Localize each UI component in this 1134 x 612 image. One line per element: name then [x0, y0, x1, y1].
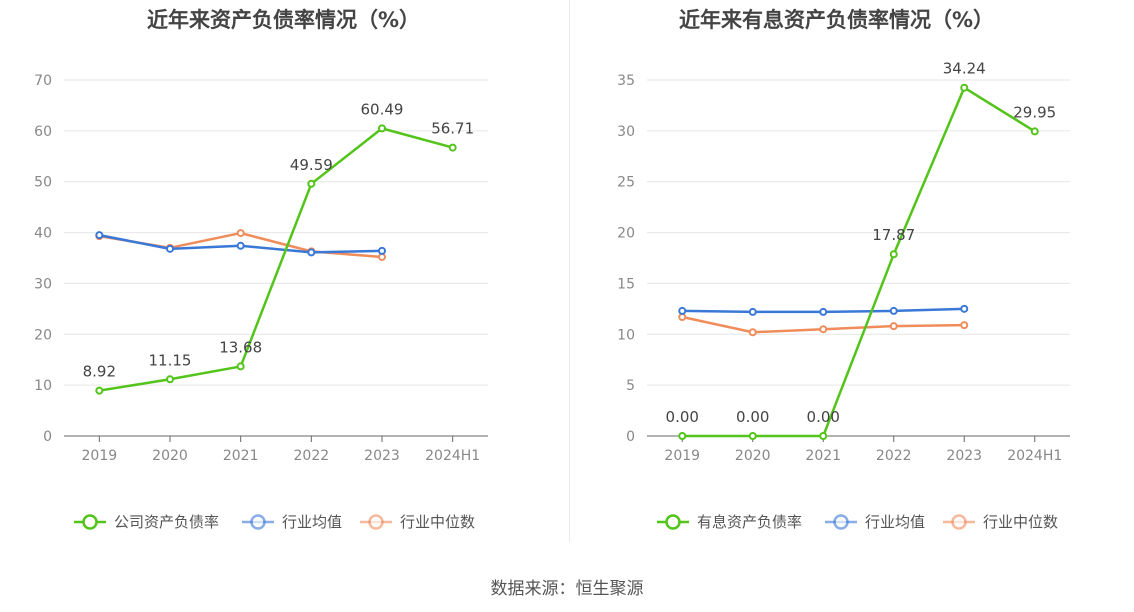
data-point	[889, 250, 898, 259]
legend-label: 行业均值	[865, 513, 925, 531]
x-tick-label: 2024H1	[425, 448, 480, 464]
data-label: 8.92	[83, 363, 116, 381]
chart-panel-right: 近年来有息资产负债率情况（%） 0 5 10 15 20 25 30 35 2019 2020 20…	[567, 0, 1134, 560]
chart-svg-debt-ratio: 0 10 20 30 40 50 60 70 2019 2020 2021 2022 2023 2024H…	[34, 73, 488, 531]
y-tick-label: 15	[617, 276, 635, 292]
chart-title: 近年来资产负债率情况（%）	[146, 8, 421, 32]
data-point	[166, 375, 174, 384]
data-point	[960, 83, 969, 92]
y-tick-label: 0	[43, 429, 52, 445]
legend-marker	[833, 514, 849, 530]
legend-marker	[951, 514, 967, 530]
data-point	[748, 328, 757, 337]
data-point	[236, 229, 245, 238]
data-label: 34.24	[943, 60, 986, 78]
y-tick-label: 35	[617, 73, 635, 89]
y-tick-label: 5	[626, 378, 635, 394]
data-point	[307, 248, 316, 257]
x-tick-label: 2020	[152, 448, 188, 464]
data-label: 0.00	[807, 408, 840, 426]
y-tick-label: 70	[34, 73, 52, 89]
data-point	[307, 179, 316, 188]
data-point	[448, 143, 457, 152]
data-label: 60.49	[361, 100, 404, 118]
data-point	[819, 432, 828, 440]
legend-label: 行业中位数	[983, 513, 1058, 531]
data-point	[819, 307, 828, 316]
legend-marker	[368, 514, 384, 530]
chart-panel-left: 近年来资产负债率情况（%） 0 10 20 30 40 50 60 70 2019 2020 202…	[0, 0, 567, 560]
data-point	[378, 124, 386, 133]
divider	[569, 0, 570, 542]
data-point	[960, 321, 969, 330]
x-tick-label: 2019	[82, 448, 118, 464]
legend-marker	[82, 514, 98, 530]
legend-label: 公司资产负债率	[114, 513, 219, 531]
data-point	[819, 325, 828, 334]
data-label: 17.87	[872, 226, 915, 244]
y-tick-label: 40	[34, 226, 52, 242]
y-tick-label: 0	[626, 429, 635, 445]
data-point	[678, 306, 687, 315]
y-tick-label: 20	[617, 226, 635, 242]
data-point	[748, 307, 757, 316]
series-line	[99, 127, 453, 392]
data-point	[95, 231, 104, 240]
legend-marker	[665, 514, 681, 530]
y-tick-label: 10	[34, 378, 52, 394]
data-point	[960, 304, 969, 313]
y-tick-label: 30	[617, 124, 635, 140]
data-point	[748, 432, 757, 440]
data-point	[889, 322, 898, 331]
data-point	[889, 306, 898, 315]
data-point	[236, 241, 245, 250]
data-label: 49.59	[290, 156, 333, 174]
data-point	[378, 252, 386, 261]
data-label: 13.68	[219, 338, 262, 356]
data-point	[678, 312, 687, 321]
chart-title: 近年来有息资产负债率情况（%）	[678, 8, 995, 32]
data-point	[378, 246, 386, 255]
x-tick-label: 2024H1	[1007, 448, 1062, 464]
x-tick-label: 2022	[294, 448, 330, 464]
data-label: 29.95	[1013, 103, 1056, 121]
data-label: 56.71	[431, 120, 474, 138]
x-tick-label: 2023	[364, 448, 400, 464]
legend-label: 行业中位数	[400, 513, 475, 531]
series-line	[682, 86, 1036, 438]
legend-label: 有息资产负债率	[697, 513, 802, 531]
data-point	[678, 432, 687, 440]
y-tick-label: 20	[34, 327, 52, 343]
x-tick-label: 2022	[876, 448, 912, 464]
data-label: 0.00	[666, 408, 699, 426]
x-tick-label: 2021	[805, 448, 841, 464]
data-point	[95, 386, 104, 395]
x-tick-label: 2019	[664, 448, 700, 464]
data-label: 0.00	[736, 408, 769, 426]
y-tick-label: 10	[617, 327, 635, 343]
y-tick-label: 30	[34, 276, 52, 292]
x-tick-label: 2021	[223, 448, 259, 464]
source-note: 数据来源：恒生聚源	[490, 579, 644, 599]
legend-marker	[250, 514, 266, 530]
data-label: 11.15	[149, 351, 192, 369]
y-tick-label: 25	[617, 175, 635, 191]
data-point	[1030, 127, 1039, 136]
y-tick-label: 60	[34, 124, 52, 140]
chart-svg-interest-debt-ratio: 0 5 10 15 20 25 30 35 2019 2020 2021 2022 2023 2024H1…	[617, 60, 1070, 531]
x-tick-label: 2023	[946, 448, 982, 464]
data-point	[236, 362, 245, 371]
data-point	[166, 244, 174, 253]
legend-label: 行业均值	[282, 513, 342, 531]
x-tick-label: 2020	[735, 448, 771, 464]
y-tick-label: 50	[34, 175, 52, 191]
